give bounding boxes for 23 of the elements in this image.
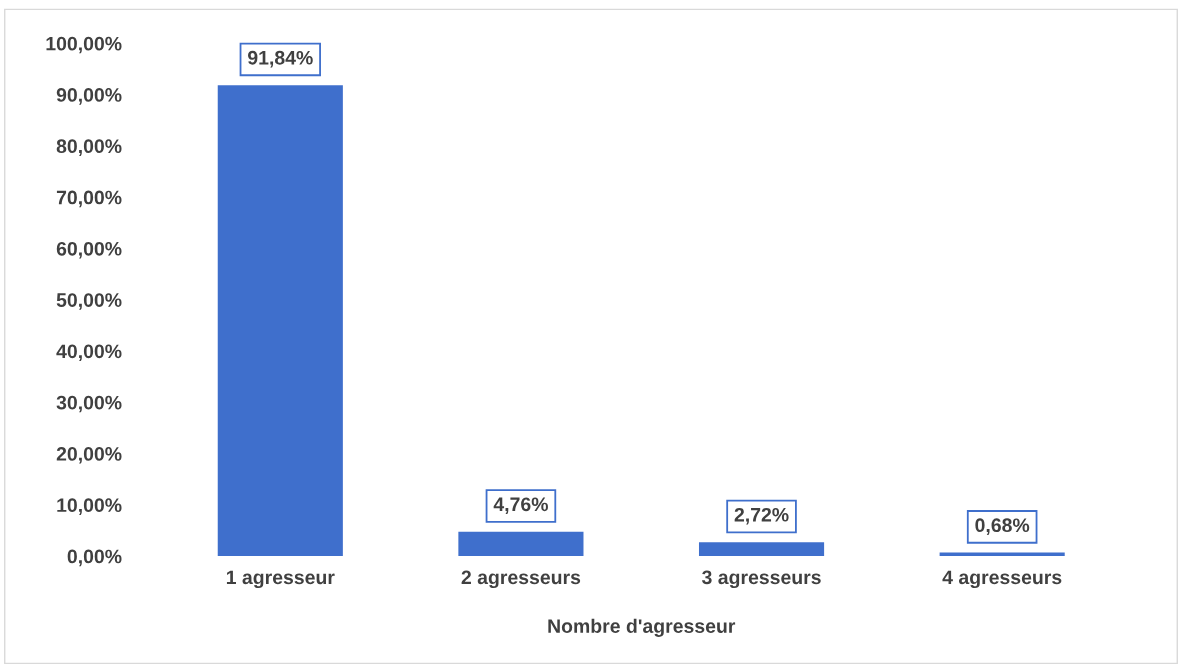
bar xyxy=(698,542,825,557)
y-tick-label: 70,00% xyxy=(56,190,122,208)
y-tick-label: 100,00% xyxy=(46,36,122,54)
y-tick-label: 20,00% xyxy=(56,447,122,464)
data-label: 2,72% xyxy=(734,507,789,525)
data-label: 91,84% xyxy=(248,50,313,68)
y-tick-label: 0,00% xyxy=(67,549,122,567)
y-tick-label: 40,00% xyxy=(56,344,122,362)
x-tick-label: 1 agresseur xyxy=(226,570,335,589)
y-tick-label: 80,00% xyxy=(56,139,122,156)
x-axis-title: Nombre d'agresseur xyxy=(548,618,736,637)
x-tick-label: 3 agresseurs xyxy=(702,570,821,589)
y-tick-label: 60,00% xyxy=(56,241,122,259)
y-tick-label: 10,00% xyxy=(57,498,122,515)
data-label: 4,76% xyxy=(493,497,548,515)
y-tick-label: 30,00% xyxy=(56,395,122,413)
y-tick-label: 50,00% xyxy=(56,293,122,310)
x-tick-label: 2 agresseurs xyxy=(461,570,581,589)
data-label: 0,68% xyxy=(975,518,1030,535)
x-tick-label: 4 agresseurs xyxy=(942,570,1062,589)
y-tick-label: 90,00% xyxy=(56,88,122,105)
bar xyxy=(458,531,584,557)
bar xyxy=(217,85,343,557)
